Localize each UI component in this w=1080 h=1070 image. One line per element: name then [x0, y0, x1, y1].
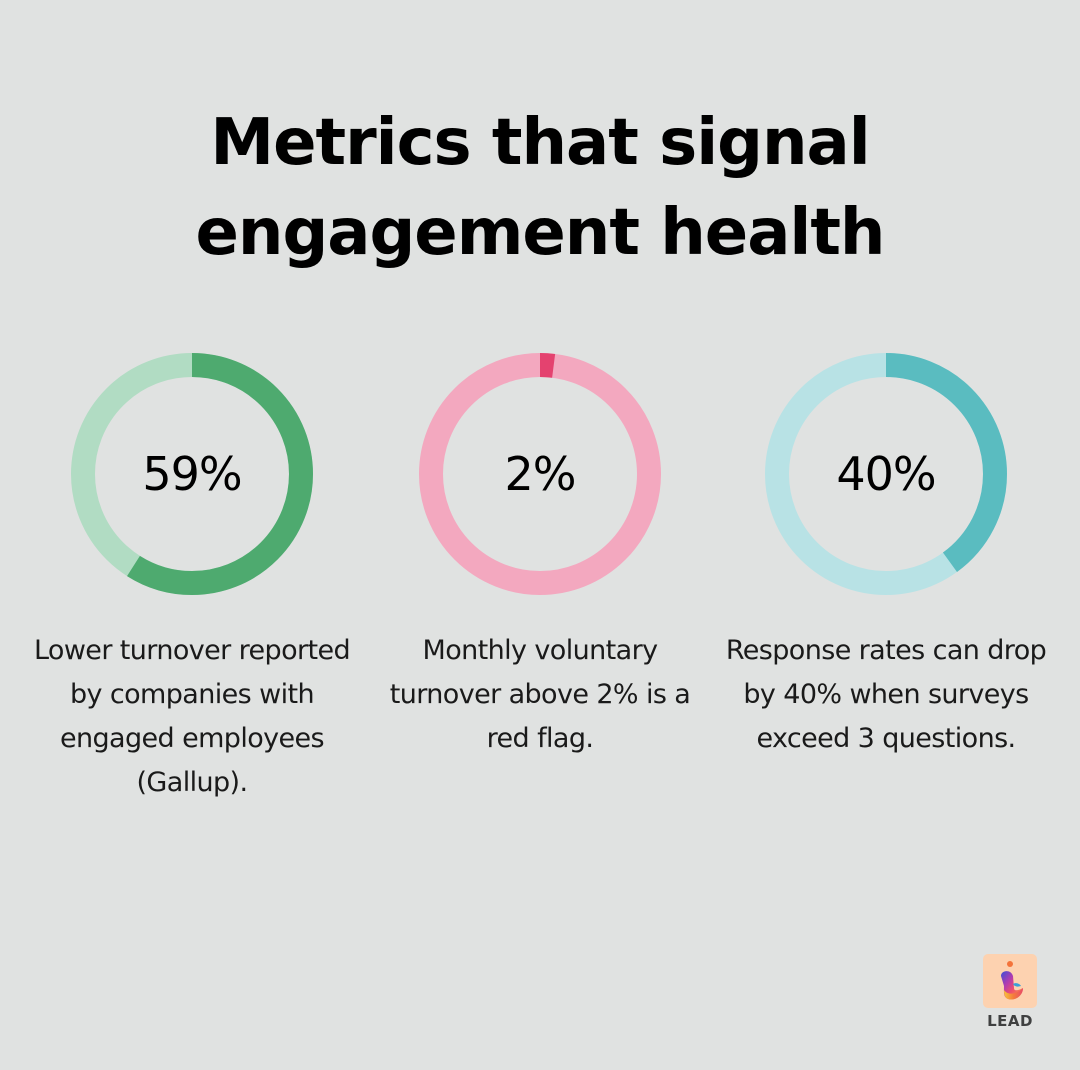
donut-chart: 2%: [419, 353, 661, 595]
lead-logo: LEAD: [983, 954, 1037, 1030]
ring-progress: [71, 353, 313, 595]
ring-progress: [765, 353, 1007, 595]
donut-ring: [765, 353, 1007, 595]
page-title: Metrics that signal engagement health: [0, 98, 1080, 278]
metric-description: Lower turnover reported by companies wit…: [33, 635, 351, 798]
donut-ring: [71, 353, 313, 595]
lead-logo-icon: [1001, 961, 1023, 1000]
metric-card-response-rate: 40% Response rates can drop by 40% when …: [713, 353, 1059, 761]
logo-text: LEAD: [987, 1012, 1033, 1030]
metric-value: 59%: [142, 447, 242, 501]
donut-ring: [419, 353, 661, 595]
ring-progress: [419, 353, 661, 595]
metric-description: Monthly voluntary turnover above 2% is a…: [389, 635, 691, 754]
title-line-2: engagement health: [195, 196, 886, 270]
metric-value: 2%: [504, 447, 577, 501]
metric-description: Response rates can drop by 40% when surv…: [725, 635, 1047, 754]
metric-card-turnover: 59% Lower turnover reported by companies…: [19, 353, 365, 805]
donut-chart: 59%: [71, 353, 313, 595]
metric-card-monthly-turnover: 2% Monthly voluntary turnover above 2% i…: [367, 353, 713, 761]
title-line-1: Metrics that signal: [210, 106, 870, 180]
metric-value: 40%: [836, 447, 936, 501]
donut-chart: 40%: [765, 353, 1007, 595]
logo-badge: [983, 954, 1037, 1008]
